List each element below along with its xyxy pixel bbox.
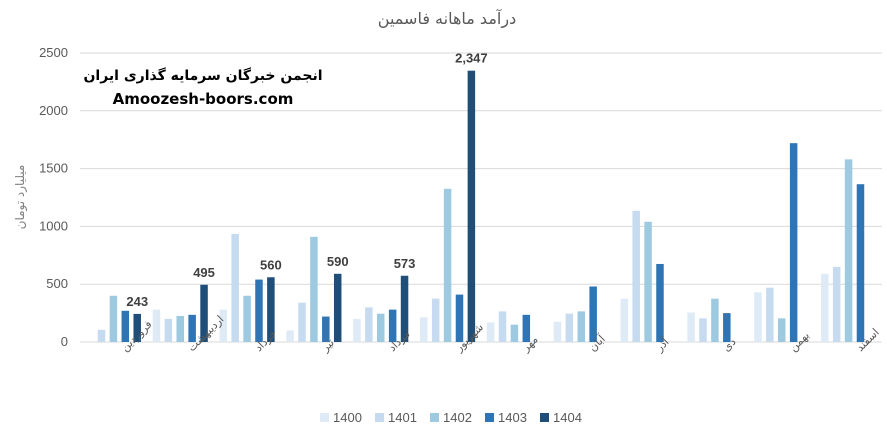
bar-1402-1	[176, 315, 184, 342]
bar-1403-6	[522, 314, 531, 342]
gridlines	[80, 52, 882, 343]
bar-1403-3	[322, 316, 330, 342]
data-labels: 243 495 560 590 573 2,347	[126, 51, 487, 309]
data-label: 243	[126, 294, 148, 309]
bar-1401-2	[231, 233, 239, 342]
legend-swatch-1403	[485, 413, 494, 422]
legend-label-1403: 1403	[498, 410, 527, 425]
bar-1402-3	[310, 236, 318, 342]
legend-label-1402: 1402	[443, 410, 472, 425]
bar-1401-4	[365, 307, 373, 342]
y-axis-label: میلیارد تومان	[13, 165, 28, 230]
legend-swatch-1402	[430, 413, 439, 422]
data-label: 590	[327, 254, 349, 269]
watermark-website: Amoozesh-boors.com	[113, 90, 294, 108]
y-tick-label: 500	[46, 276, 68, 291]
data-label: 2,347	[455, 51, 488, 66]
bar-1404-5	[467, 70, 476, 342]
data-label: 573	[394, 256, 416, 271]
y-axis-ticks: 0 500 1000 1500 2000 2500	[39, 45, 68, 349]
data-label: 495	[193, 265, 215, 280]
x-category-label: مهر	[519, 333, 541, 355]
legend-label-1400: 1400	[333, 410, 362, 425]
legend-label-1404: 1404	[553, 410, 582, 425]
y-tick-label: 1500	[39, 161, 68, 176]
bar-1402-4	[377, 313, 385, 342]
y-tick-label: 0	[61, 334, 68, 349]
bar-1400-5	[420, 317, 428, 342]
bar-1404-3	[333, 273, 342, 342]
bar-1403-10	[789, 143, 798, 342]
legend-swatch-1401	[375, 413, 384, 422]
bar-1404-0	[133, 313, 141, 342]
bar-1400-3	[286, 330, 294, 342]
bar-1400-7	[553, 321, 562, 342]
bar-1403-7	[589, 286, 597, 342]
bar-1400-10	[754, 292, 762, 342]
bar-1401-3	[298, 302, 306, 342]
bar-1401-1	[164, 318, 173, 342]
x-category-label: آبان	[585, 331, 608, 354]
bars	[97, 70, 865, 342]
bar-1400-6	[486, 322, 495, 342]
bar-1402-5	[443, 188, 452, 342]
bar-1403-9	[723, 313, 731, 342]
bar-1401-0	[97, 329, 106, 342]
bar-1400-9	[687, 312, 695, 342]
legend-swatch-1400	[320, 413, 329, 422]
bar-1401-9	[699, 318, 707, 342]
bar-1400-8	[620, 298, 629, 342]
bar-1402-6	[510, 324, 519, 342]
bar-1404-2	[267, 277, 275, 342]
bar-1402-9	[711, 298, 719, 342]
bar-1402-7	[577, 311, 585, 342]
y-tick-label: 1000	[39, 218, 68, 233]
bar-1403-0	[121, 310, 130, 342]
legend-label-1401: 1401	[388, 410, 417, 425]
bar-1403-1	[188, 314, 196, 342]
bar-1401-5	[431, 298, 440, 342]
legend-swatch-1404	[540, 413, 549, 422]
y-tick-label: 2500	[39, 45, 68, 60]
watermark-persian: انجمن خبرگان سرمایه گذاری ایران	[83, 67, 322, 84]
bar-1403-5	[455, 294, 464, 342]
bar-1402-2	[243, 295, 251, 342]
bar-1401-11	[832, 266, 841, 342]
data-label: 560	[260, 257, 282, 272]
chart-title: درآمد ماهانه فاسمین	[378, 9, 516, 29]
y-tick-label: 2000	[39, 103, 68, 118]
bar-1403-8	[656, 263, 664, 342]
bar-1400-4	[353, 318, 361, 342]
bar-1401-8	[632, 210, 640, 342]
bar-1401-10	[766, 287, 774, 342]
bar-1403-11	[856, 184, 865, 342]
x-category-label: آذر	[652, 334, 673, 355]
bar-1400-1	[152, 309, 161, 342]
bar-1402-8	[644, 221, 652, 342]
bar-1402-10	[778, 318, 786, 342]
bar-1404-4	[400, 275, 409, 342]
bar-1404-1	[200, 284, 208, 342]
bar-1401-7	[565, 313, 574, 342]
bar-1401-6	[498, 311, 507, 342]
bar-1402-0	[109, 295, 118, 342]
bar-1400-2	[219, 309, 228, 342]
bar-1403-2	[255, 279, 263, 342]
bar-1403-4	[388, 309, 397, 342]
x-category-label: دی	[720, 335, 739, 354]
legend: 1400 1401 1402 1403 1404	[320, 410, 582, 425]
bar-1400-11	[821, 273, 829, 342]
bar-1402-11	[844, 159, 853, 342]
